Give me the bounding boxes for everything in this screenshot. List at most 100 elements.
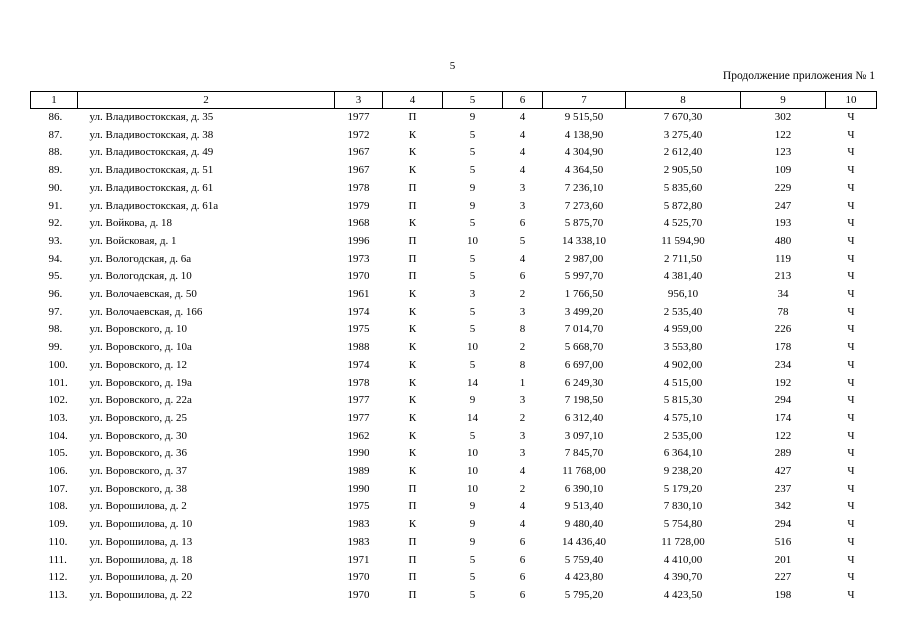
address-cell: ул. Ворошилова, д. 2	[89, 500, 187, 513]
table-body: 86. ул. Владивостокская, д. 35 1977 П 9 4 9 51…	[31, 109, 877, 605]
floors-cell: 5	[469, 164, 476, 177]
residents-cell: 174	[774, 411, 792, 424]
living-area-cell: 956,10	[667, 288, 699, 301]
entrances-cell: 4	[519, 111, 526, 123]
row-number-cell: 110.	[48, 535, 68, 548]
floors-cell: 5	[469, 553, 476, 566]
header-cell: 1	[30, 91, 78, 109]
total-area-cell: 5 668,70	[564, 341, 604, 354]
residents-cell: 192	[774, 376, 792, 389]
year-cell: 1962	[347, 429, 370, 442]
row-number-cell: 98.	[48, 323, 63, 336]
address-cell: ул. Волочаевская, д. 166	[89, 305, 203, 318]
wall-material-cell: П	[408, 181, 417, 194]
header-cell: 9	[740, 91, 826, 109]
header-cell: 6	[502, 91, 543, 109]
row-number-cell: 107.	[48, 482, 68, 495]
entrances-cell: 3	[519, 394, 526, 407]
entrances-cell: 3	[519, 181, 526, 194]
floors-cell: 5	[469, 270, 476, 283]
residents-cell: 122	[774, 128, 792, 141]
year-cell: 1973	[347, 252, 370, 265]
floors-cell: 5	[469, 323, 476, 336]
total-area-cell: 4 138,90	[564, 128, 604, 141]
residents-cell: 123	[774, 146, 792, 159]
row-number-cell: 102.	[48, 394, 68, 407]
status-cell: Ч	[847, 181, 855, 194]
status-cell: Ч	[847, 571, 855, 584]
entrances-cell: 5	[519, 234, 526, 247]
row-number-cell: 105.	[48, 447, 68, 460]
total-area-cell: 9 480,40	[564, 518, 604, 531]
living-area-cell: 11 728,00	[661, 535, 705, 548]
living-area-cell: 5 835,60	[663, 181, 703, 194]
row-number-cell: 95.	[48, 270, 63, 283]
total-area-cell: 5 997,70	[564, 270, 604, 283]
living-area-cell: 9 238,20	[663, 465, 703, 478]
living-area-cell: 3 553,80	[663, 341, 703, 354]
table-row: 90. ул. Владивостокская, д. 61 1978 П 9 3 7 23…	[31, 180, 877, 198]
residents-cell: 289	[774, 447, 792, 460]
address-cell: ул. Ворошилова, д. 13	[89, 535, 193, 548]
address-cell: ул. Ворошилова, д. 22	[89, 588, 193, 601]
table-row: 99. ул. Воровского, д. 10а 1988 К 10 2 5 668,7…	[31, 339, 877, 357]
table-row: 109. ул. Ворошилова, д. 10 1983 К 9 4 9 480,40…	[31, 516, 877, 534]
table-row: 112. ул. Ворошилова, д. 20 1970 П 5 6 4 423,80…	[31, 569, 877, 587]
living-area-cell: 2 535,00	[663, 429, 703, 442]
wall-material-cell: К	[408, 394, 417, 407]
year-cell: 1967	[347, 164, 370, 177]
row-number-cell: 103.	[48, 411, 68, 424]
wall-material-cell: П	[408, 199, 417, 212]
floors-cell: 9	[469, 535, 476, 548]
status-cell: Ч	[847, 394, 855, 407]
status-cell: Ч	[847, 465, 855, 478]
residents-cell: 109	[774, 164, 792, 177]
row-number-cell: 113.	[48, 588, 68, 601]
table-row: 87. ул. Владивостокская, д. 38 1972 К 5 4 4 13…	[31, 127, 877, 145]
entrances-cell: 6	[519, 535, 526, 548]
living-area-cell: 2 612,40	[663, 146, 703, 159]
wall-material-cell: П	[408, 252, 417, 265]
status-cell: Ч	[847, 217, 855, 230]
table-row: 113. ул. Ворошилова, д. 22 1970 П 5 6 5 795,20…	[31, 587, 877, 605]
residents-cell: 302	[774, 111, 792, 123]
status-cell: Ч	[847, 411, 855, 424]
entrances-cell: 6	[519, 217, 526, 230]
floors-cell: 10	[467, 447, 478, 460]
table-row: 89. ул. Владивостокская, д. 51 1967 К 5 4 4 36…	[31, 162, 877, 180]
entrances-cell: 6	[519, 571, 526, 584]
year-cell: 1978	[347, 376, 370, 389]
living-area-cell: 4 390,70	[663, 571, 703, 584]
entrances-cell: 4	[519, 465, 526, 478]
residents-cell: 178	[774, 341, 792, 354]
row-number-cell: 96.	[48, 288, 63, 301]
year-cell: 1975	[347, 500, 370, 513]
total-area-cell: 9 515,50	[564, 111, 604, 123]
residents-cell: 516	[774, 535, 792, 548]
status-cell: Ч	[847, 305, 855, 318]
address-cell: ул. Воровского, д. 10	[89, 323, 187, 336]
address-cell: ул. Ворошилова, д. 18	[89, 553, 193, 566]
living-area-cell: 4 959,00	[663, 323, 703, 336]
row-number-cell: 93.	[48, 234, 63, 247]
table-row: 93. ул. Войсковая, д. 1 1996 П 10 5 14 338,10 1…	[31, 233, 877, 251]
address-cell: ул. Владивостокская, д. 38	[89, 128, 214, 141]
entrances-cell: 8	[519, 358, 526, 371]
residents-cell: 342	[774, 500, 792, 513]
row-number-cell: 90.	[48, 181, 63, 194]
header-cell: 10	[825, 91, 877, 109]
status-cell: Ч	[847, 252, 855, 265]
total-area-cell: 5 875,70	[564, 217, 604, 230]
total-area-cell: 9 513,40	[564, 500, 604, 513]
living-area-cell: 2 711,50	[663, 252, 703, 265]
status-cell: Ч	[847, 288, 855, 301]
entrances-cell: 2	[519, 341, 526, 354]
row-number-cell: 86.	[48, 111, 63, 123]
year-cell: 1968	[347, 217, 370, 230]
wall-material-cell: П	[408, 571, 417, 584]
wall-material-cell: К	[408, 447, 417, 460]
residents-cell: 198	[774, 588, 792, 601]
wall-material-cell: К	[408, 411, 417, 424]
total-area-cell: 6 249,30	[564, 376, 604, 389]
address-cell: ул. Воровского, д. 25	[89, 411, 187, 424]
